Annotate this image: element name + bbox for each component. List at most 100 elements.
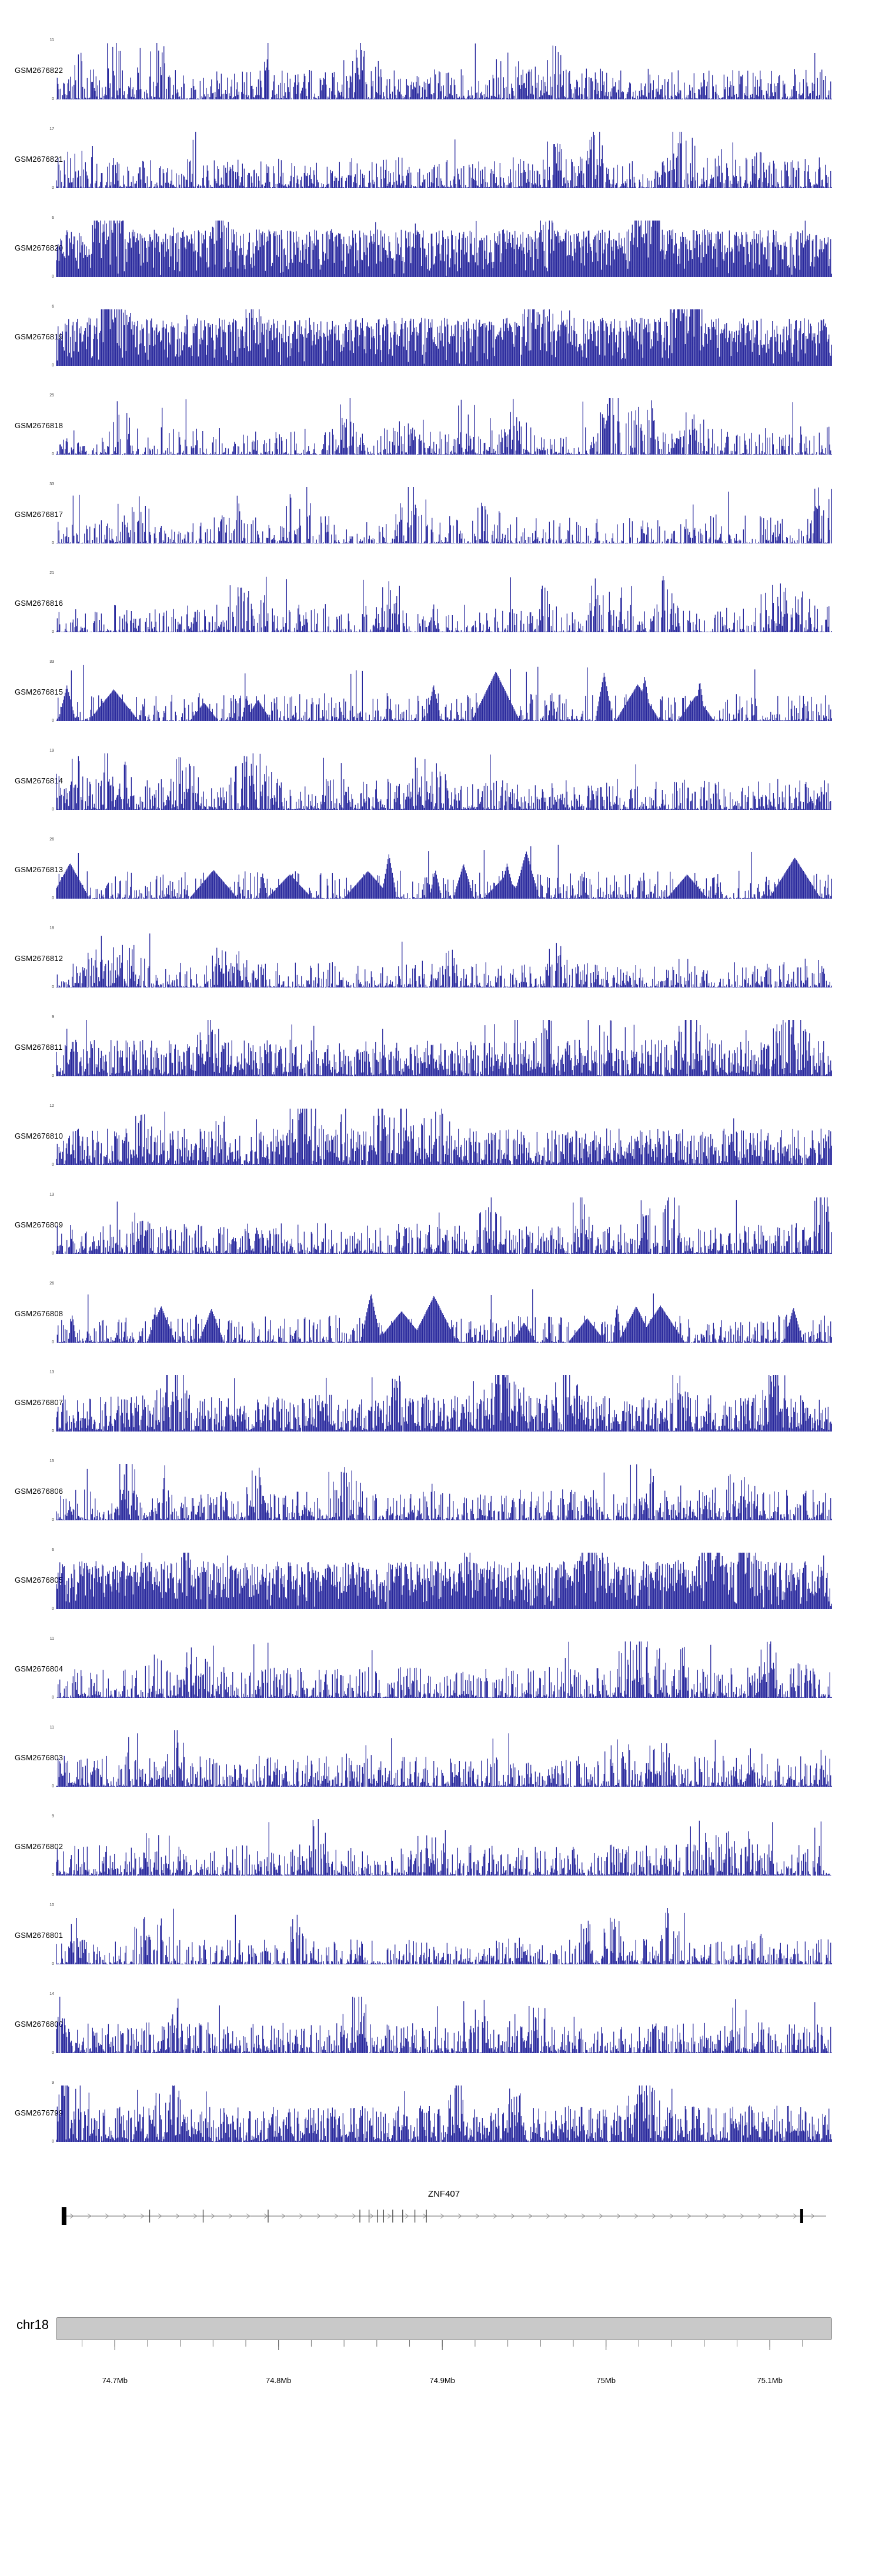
coverage-track-row: GSM2676807 13 0 (0, 1349, 882, 1437)
gene-annotation-track: ZNF407 (0, 2189, 882, 2230)
coverage-track-row: GSM2676805 6 0 (0, 1526, 882, 1615)
coverage-histogram (56, 753, 831, 810)
y-axis-max-label: 33 (49, 660, 54, 664)
coverage-plot: 33 0 (49, 660, 832, 723)
y-axis-zero-label: 0 (52, 1252, 54, 1256)
coverage-track-row: GSM2676817 33 0 (0, 461, 882, 549)
coverage-track-row: GSM2676799 9 0 (0, 2059, 882, 2148)
y-axis-max-label: 11 (49, 1637, 54, 1641)
coordinate-tick-label: 75Mb (596, 2376, 616, 2385)
coverage-track-row: GSM2676803 11 0 (0, 1704, 882, 1793)
y-axis-zero-label: 0 (52, 1607, 54, 1611)
coverage-track-row: GSM2676801 10 0 (0, 1881, 882, 1970)
coordinate-tick-label: 74.9Mb (430, 2376, 455, 2385)
y-axis-max-label: 12 (49, 1104, 54, 1108)
track-label: GSM2676813 (15, 865, 64, 874)
coverage-histogram (56, 1908, 832, 1964)
track-label: GSM2676804 (15, 1664, 64, 1673)
coverage-track-row: GSM2676812 18 0 (0, 905, 882, 993)
track-label: GSM2676808 (15, 1309, 64, 1318)
chromosome-ruler-track: chr18 74.7Mb 74.8Mb 74.9Mb 75Mb 75.1Mb (0, 2313, 882, 2430)
track-label: GSM2676816 (15, 599, 64, 608)
coverage-plot: 11 0 (50, 1726, 832, 1788)
y-axis-max-label: 19 (49, 749, 54, 753)
coverage-plot: 33 0 (49, 482, 832, 545)
track-label: GSM2676822 (15, 66, 64, 75)
track-label: GSM2676814 (15, 776, 64, 785)
y-axis-zero-label: 0 (52, 1873, 54, 1877)
coverage-histogram (56, 1375, 832, 1432)
y-axis-max-label: 6 (52, 1548, 54, 1552)
chromosome-name-label: chr18 (16, 2317, 49, 2332)
y-axis-zero-label: 0 (52, 452, 54, 456)
track-label: GSM2676802 (15, 1842, 64, 1851)
gene-name-label: ZNF407 (427, 2189, 460, 2199)
coverage-track-row: GSM2676804 11 0 (0, 1615, 882, 1704)
coverage-track-row: GSM2676813 26 0 (0, 816, 882, 905)
coverage-track-row: GSM2676816 21 0 (0, 549, 882, 638)
track-label: GSM2676819 (15, 332, 64, 341)
coverage-histogram (56, 309, 832, 366)
y-axis-zero-label: 0 (52, 97, 54, 101)
y-axis-zero-label: 0 (52, 1962, 54, 1966)
y-axis-zero-label: 0 (52, 1074, 54, 1078)
coverage-track-row: GSM2676808 26 0 (0, 1260, 882, 1349)
coverage-histogram (56, 1819, 831, 1876)
y-axis-zero-label: 0 (52, 1784, 54, 1788)
coverage-track-row: GSM2676820 6 0 (0, 194, 882, 283)
coverage-plot: 14 0 (49, 1992, 832, 2055)
coverage-track-row: GSM2676809 13 0 (0, 1171, 882, 1260)
track-label: GSM2676821 (15, 155, 64, 163)
track-label: GSM2676811 (15, 1043, 63, 1052)
y-axis-max-label: 26 (49, 837, 54, 842)
track-label: GSM2676810 (15, 1132, 64, 1140)
coverage-histogram (56, 576, 832, 632)
coordinate-tick-label: 74.8Mb (266, 2376, 291, 2385)
coverage-plot: 11 0 (50, 1637, 832, 1700)
coverage-histogram (56, 1641, 832, 1698)
y-axis-max-label: 18 (49, 926, 54, 930)
coverage-plot: 26 0 (49, 1282, 832, 1344)
coverage-plot: 17 0 (49, 127, 832, 190)
y-axis-zero-label: 0 (52, 807, 54, 812)
y-axis-max-label: 9 (52, 2081, 54, 2085)
y-axis-max-label: 9 (52, 1814, 54, 1818)
y-axis-zero-label: 0 (52, 186, 54, 190)
y-axis-zero-label: 0 (52, 719, 54, 723)
track-label: GSM2676805 (15, 1576, 64, 1584)
y-axis-max-label: 15 (49, 1459, 54, 1463)
y-axis-zero-label: 0 (52, 541, 54, 545)
coverage-track-row: GSM2676806 15 0 (0, 1437, 882, 1526)
y-axis-max-label: 10 (49, 1903, 54, 1907)
coverage-histogram (56, 221, 832, 277)
track-label: GSM2676803 (15, 1753, 64, 1762)
coverage-plot: 12 0 (49, 1104, 832, 1167)
coverage-histogram (56, 845, 832, 899)
track-label: GSM2676817 (15, 510, 64, 519)
coverage-plot: 11 0 (50, 38, 832, 101)
track-label: GSM2676800 (15, 2020, 64, 2028)
coverage-plot: 19 0 (49, 749, 832, 812)
y-axis-zero-label: 0 (52, 1340, 54, 1344)
y-axis-zero-label: 0 (52, 1696, 54, 1700)
track-label: GSM2676812 (15, 954, 64, 963)
track-label: GSM2676818 (15, 421, 64, 430)
coverage-plot: 13 0 (49, 1193, 832, 1256)
y-axis-zero-label: 0 (52, 1163, 54, 1167)
coverage-histogram (56, 665, 832, 721)
coverage-track-row: GSM2676822 11 0 (0, 16, 882, 105)
track-label: GSM2676806 (15, 1487, 64, 1496)
y-axis-max-label: 17 (49, 127, 54, 131)
y-axis-max-label: 21 (49, 571, 54, 575)
track-label: GSM2676799 (15, 2108, 64, 2117)
coverage-histogram (56, 1553, 832, 1609)
y-axis-zero-label: 0 (52, 363, 54, 368)
coverage-histogram (56, 132, 832, 188)
track-label: GSM2676807 (15, 1398, 64, 1407)
coverage-histogram (56, 1997, 832, 2053)
y-axis-zero-label: 0 (52, 2140, 54, 2144)
